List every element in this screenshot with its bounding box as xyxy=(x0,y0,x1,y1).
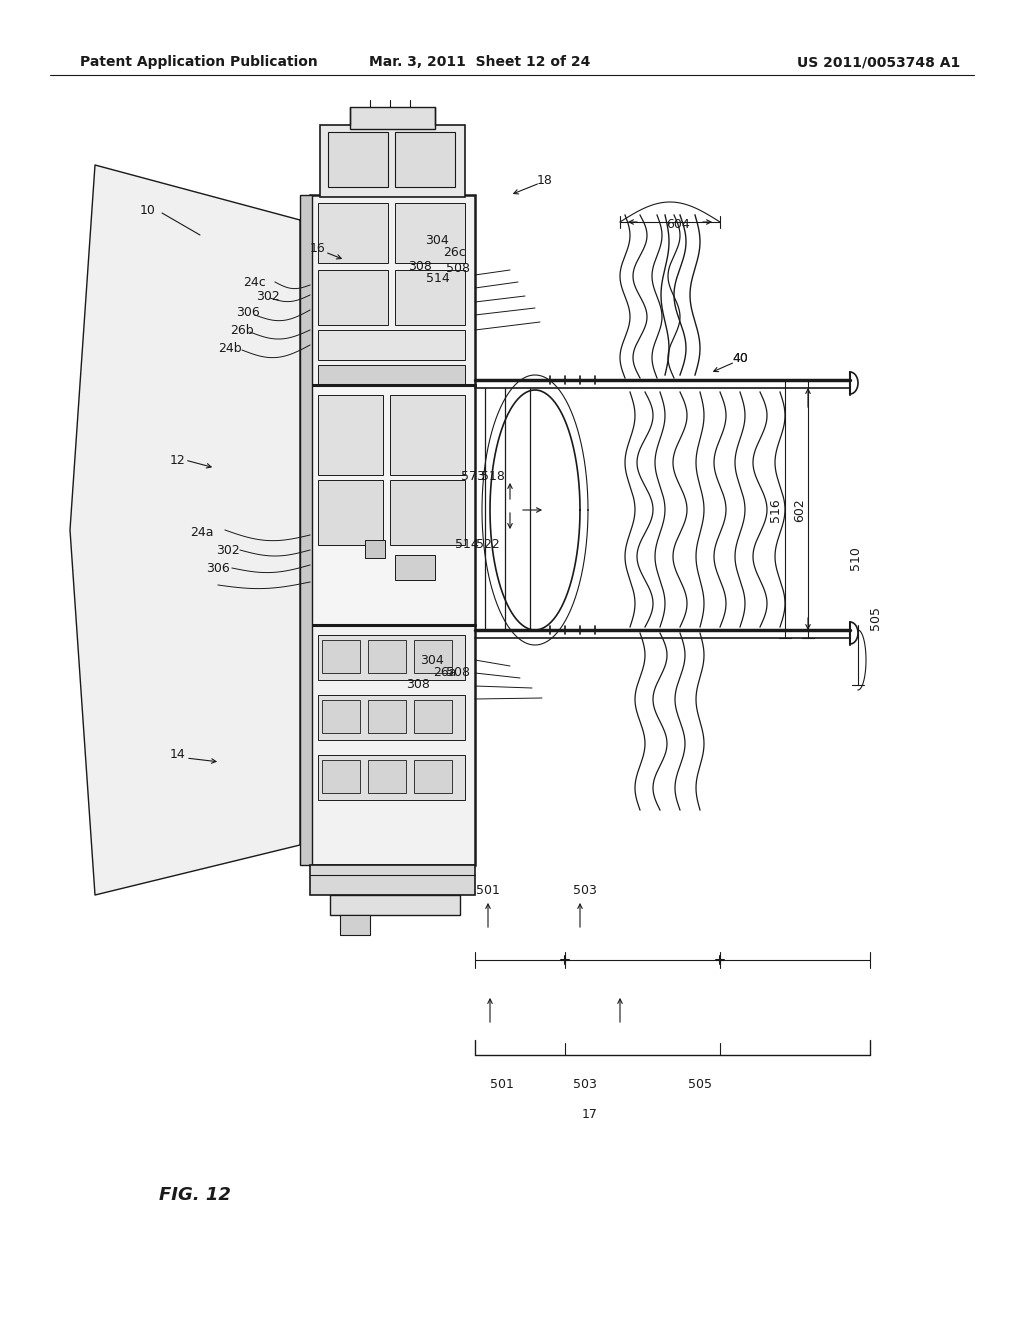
Bar xyxy=(318,480,383,545)
Text: 516: 516 xyxy=(768,498,781,521)
Text: 16: 16 xyxy=(310,242,326,255)
Bar xyxy=(390,480,465,545)
Bar xyxy=(414,760,452,793)
Text: 308: 308 xyxy=(407,677,430,690)
Bar xyxy=(310,195,475,385)
Text: 302: 302 xyxy=(216,544,240,557)
Bar xyxy=(322,640,360,673)
Text: 604: 604 xyxy=(667,219,690,231)
Text: 40: 40 xyxy=(732,351,748,364)
Text: 10: 10 xyxy=(140,203,156,216)
Bar xyxy=(330,895,460,915)
Bar xyxy=(300,195,312,865)
Bar xyxy=(414,640,452,673)
Text: 40: 40 xyxy=(732,351,748,364)
Text: 508: 508 xyxy=(446,261,470,275)
Bar xyxy=(318,635,465,680)
Bar xyxy=(340,915,370,935)
Bar xyxy=(310,624,475,865)
Text: 573: 573 xyxy=(461,470,485,483)
Bar xyxy=(322,700,360,733)
Text: 24c: 24c xyxy=(244,276,266,289)
Text: 503: 503 xyxy=(573,1078,597,1092)
Bar xyxy=(328,132,388,187)
Text: 12: 12 xyxy=(170,454,186,466)
Bar xyxy=(395,271,465,325)
Bar xyxy=(414,700,452,733)
Text: FIG. 12: FIG. 12 xyxy=(159,1185,231,1204)
Text: 304: 304 xyxy=(425,234,449,247)
Bar xyxy=(318,755,465,800)
Bar xyxy=(318,271,388,325)
Text: 302: 302 xyxy=(256,290,280,304)
Bar xyxy=(322,760,360,793)
Text: Mar. 3, 2011  Sheet 12 of 24: Mar. 3, 2011 Sheet 12 of 24 xyxy=(370,55,591,69)
Text: 514: 514 xyxy=(426,272,450,285)
Bar xyxy=(310,865,475,895)
Text: 24a: 24a xyxy=(190,525,214,539)
Bar xyxy=(390,395,465,475)
Text: 503: 503 xyxy=(573,883,597,896)
Bar xyxy=(368,760,406,793)
Text: 510: 510 xyxy=(849,546,861,570)
Bar xyxy=(395,132,455,187)
Bar xyxy=(395,554,435,579)
Polygon shape xyxy=(70,165,300,895)
Text: 17: 17 xyxy=(582,1109,598,1122)
Text: 505: 505 xyxy=(688,1078,712,1092)
Bar xyxy=(319,125,465,197)
Text: 304: 304 xyxy=(420,653,443,667)
Text: 501: 501 xyxy=(476,883,500,896)
Text: 18: 18 xyxy=(537,173,553,186)
Text: 308: 308 xyxy=(408,260,432,272)
Text: 306: 306 xyxy=(206,561,229,574)
Text: 26b: 26b xyxy=(230,323,254,337)
Text: US 2011/0053748 A1: US 2011/0053748 A1 xyxy=(797,55,961,69)
Text: 24b: 24b xyxy=(218,342,242,355)
Text: 505: 505 xyxy=(868,606,882,630)
Text: 518: 518 xyxy=(481,470,505,483)
Bar xyxy=(318,395,383,475)
Text: Patent Application Publication: Patent Application Publication xyxy=(80,55,317,69)
Text: 602: 602 xyxy=(794,498,807,521)
Text: 501: 501 xyxy=(490,1078,514,1092)
Bar xyxy=(318,366,465,385)
Text: 26c: 26c xyxy=(443,246,466,259)
Text: 514: 514 xyxy=(455,539,479,552)
Text: 14: 14 xyxy=(170,748,186,762)
Bar xyxy=(368,700,406,733)
Bar xyxy=(395,203,465,263)
Bar xyxy=(310,385,475,624)
Text: 306: 306 xyxy=(237,306,260,319)
Text: 26a: 26a xyxy=(433,665,457,678)
Bar xyxy=(368,640,406,673)
Text: 508: 508 xyxy=(446,665,470,678)
Bar xyxy=(365,540,385,558)
Bar xyxy=(350,107,435,129)
Bar xyxy=(318,696,465,741)
Bar xyxy=(318,203,388,263)
Text: 522: 522 xyxy=(476,539,500,552)
Bar xyxy=(318,330,465,360)
